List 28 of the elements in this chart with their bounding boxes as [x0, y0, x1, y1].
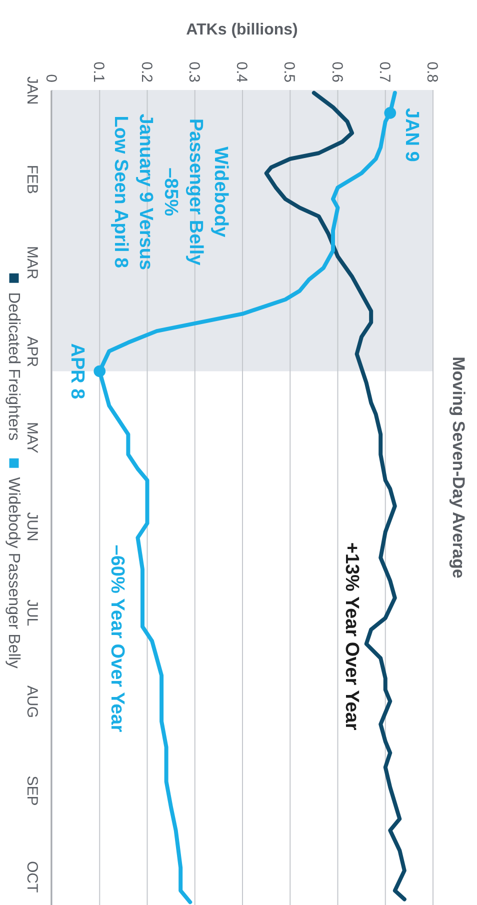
x-tick-label: 0.7: [376, 62, 393, 82]
x-tick-label: 0.4: [233, 62, 250, 82]
x-tick-label: 0: [42, 74, 60, 82]
y-tick-label: APR: [24, 336, 40, 368]
annotation: –60% Year Over Year: [106, 544, 128, 733]
y-tick-label: AUG: [24, 685, 40, 718]
x-tick-label: 0.1: [90, 62, 108, 82]
x-tick-label: 0.3: [185, 62, 202, 82]
x-tick-label: 0.2: [138, 62, 155, 82]
y-tick-label: JUN: [24, 512, 40, 542]
y-tick-label: OCT: [24, 860, 40, 893]
x-tick-label: 0.5: [280, 62, 298, 82]
x-tick-label: 0.6: [328, 62, 346, 82]
text: Moving Seven-Day Average: [449, 356, 468, 578]
x-axis-title: ATKs (billions): [186, 22, 298, 39]
y-tick-label: FEB: [24, 164, 40, 194]
annotation: APR 8: [66, 343, 88, 400]
annotation: +13% Year Over Year: [340, 542, 362, 731]
y-tick-label: JUL: [24, 599, 40, 626]
y-tick-label: MAR: [24, 246, 40, 280]
legend-label: Dedicated Freighters: [5, 292, 22, 441]
x-tick-label: 0.8: [424, 62, 440, 82]
legend-label: Widebody Passenger Belly: [5, 477, 22, 668]
annotation: JAN 9: [401, 108, 422, 162]
y-tick-label: MAY: [24, 422, 40, 454]
y-tick-label: SEP: [24, 776, 40, 806]
y-tick-label: JAN: [24, 76, 40, 105]
annotation: Widebody Passenger Belly –85% January 9 Versus Low Seen April 8: [110, 114, 231, 270]
